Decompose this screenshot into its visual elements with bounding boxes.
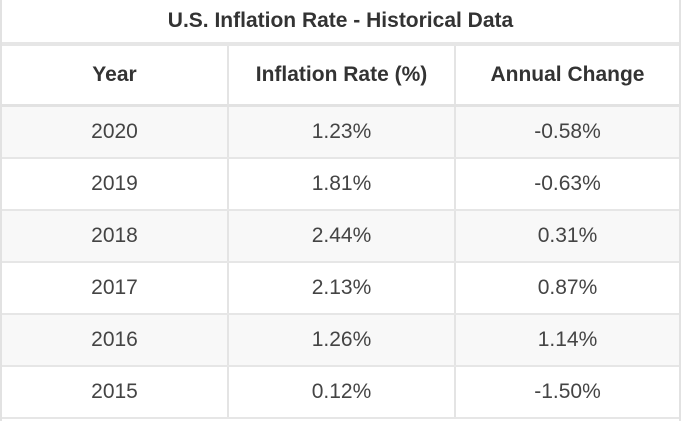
cell-year: 2020: [2, 105, 229, 159]
table-header: Year Inflation Rate (%) Annual Change: [2, 46, 679, 107]
header-inflation-rate: Inflation Rate (%): [228, 46, 456, 107]
header-annual-change: Annual Change: [455, 46, 679, 107]
cell-year: 2015: [2, 366, 229, 419]
cell-annual-change: 1.14%: [455, 314, 679, 367]
inflation-table: Year Inflation Rate (%) Annual Change 20…: [2, 46, 679, 419]
table-row: 2015 0.12% -1.50%: [2, 366, 679, 419]
cell-annual-change: -0.58%: [455, 105, 679, 159]
cell-inflation-rate: 2.13%: [228, 262, 456, 315]
cell-inflation-rate: 2.44%: [228, 210, 456, 263]
table-body: 2020 1.23% -0.58% 2019 1.81% -0.63% 2018…: [2, 105, 679, 419]
cell-annual-change: 0.31%: [455, 210, 679, 263]
table-row: 2019 1.81% -0.63%: [2, 158, 679, 211]
cell-inflation-rate: 1.81%: [228, 158, 456, 211]
cell-inflation-rate: 1.23%: [228, 105, 456, 159]
cell-inflation-rate: 1.26%: [228, 314, 456, 367]
cell-annual-change: 0.87%: [455, 262, 679, 315]
table-row: 2017 2.13% 0.87%: [2, 262, 679, 315]
cell-year: 2017: [2, 262, 229, 315]
table-title: U.S. Inflation Rate - Historical Data: [2, 0, 679, 46]
table-row: 2020 1.23% -0.58%: [2, 105, 679, 159]
cell-inflation-rate: 0.12%: [228, 366, 456, 419]
cell-year: 2019: [2, 158, 229, 211]
cell-annual-change: -0.63%: [455, 158, 679, 211]
cell-year: 2016: [2, 314, 229, 367]
header-year: Year: [2, 46, 229, 107]
cell-year: 2018: [2, 210, 229, 263]
table-row: 2018 2.44% 0.31%: [2, 210, 679, 263]
header-row: Year Inflation Rate (%) Annual Change: [2, 46, 679, 107]
cell-annual-change: -1.50%: [455, 366, 679, 419]
table-row: 2016 1.26% 1.14%: [2, 314, 679, 367]
